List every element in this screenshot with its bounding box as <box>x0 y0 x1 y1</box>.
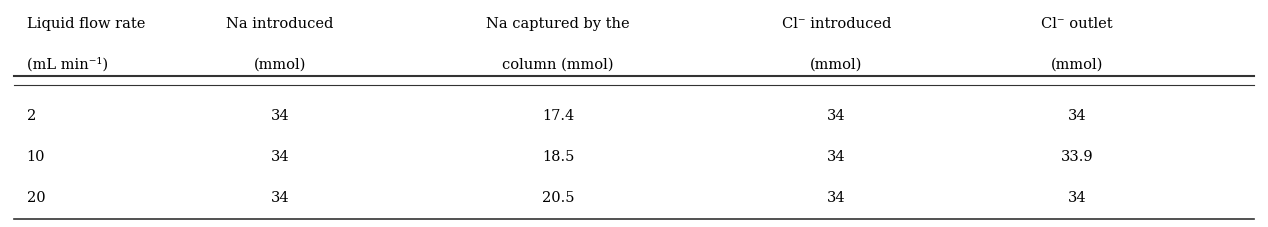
Text: 34: 34 <box>1068 109 1087 123</box>
Text: Liquid flow rate: Liquid flow rate <box>27 17 145 31</box>
Text: Cl⁻ introduced: Cl⁻ introduced <box>782 17 891 31</box>
Text: (mmol): (mmol) <box>1051 57 1103 71</box>
Text: 2: 2 <box>27 109 36 123</box>
Text: 20.5: 20.5 <box>541 190 574 204</box>
Text: 34: 34 <box>270 190 289 204</box>
Text: Na introduced: Na introduced <box>226 17 333 31</box>
Text: column (mmol): column (mmol) <box>502 57 614 71</box>
Text: 34: 34 <box>827 190 846 204</box>
Text: 17.4: 17.4 <box>541 109 574 123</box>
Text: 10: 10 <box>27 149 46 163</box>
Text: Cl⁻ outlet: Cl⁻ outlet <box>1041 17 1112 31</box>
Text: (mL min⁻¹): (mL min⁻¹) <box>27 57 108 72</box>
Text: 34: 34 <box>1068 190 1087 204</box>
Text: 20: 20 <box>27 190 46 204</box>
Text: 34: 34 <box>827 109 846 123</box>
Text: (mmol): (mmol) <box>810 57 862 71</box>
Text: (mmol): (mmol) <box>254 57 306 71</box>
Text: 34: 34 <box>827 149 846 163</box>
Text: 34: 34 <box>270 149 289 163</box>
Text: 33.9: 33.9 <box>1060 149 1093 163</box>
Text: 34: 34 <box>270 109 289 123</box>
Text: Na captured by the: Na captured by the <box>486 17 630 31</box>
Text: 18.5: 18.5 <box>541 149 574 163</box>
